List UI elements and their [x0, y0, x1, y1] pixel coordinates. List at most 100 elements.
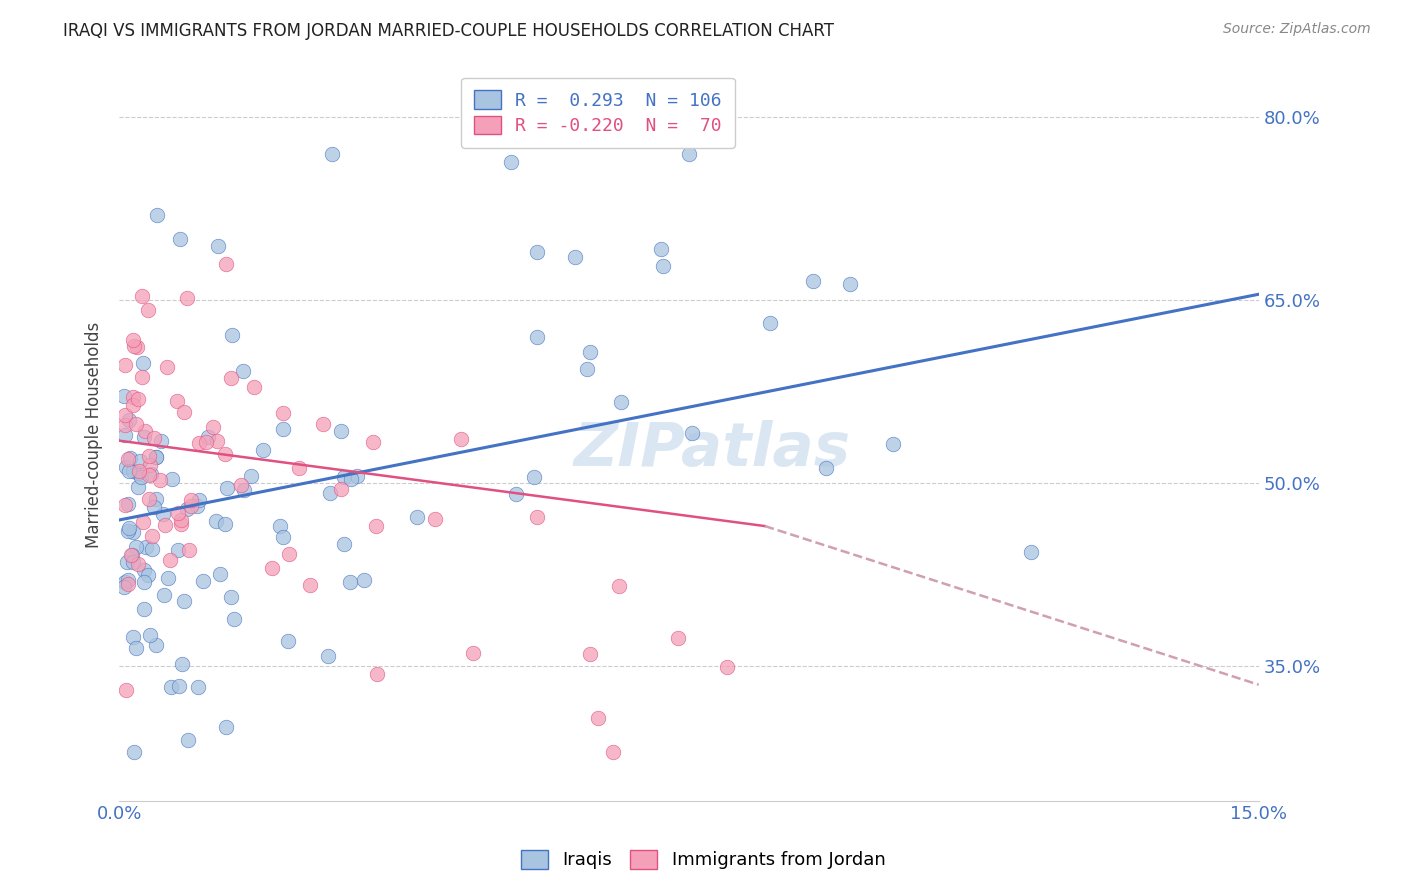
- Point: [242, 380, 264, 394]
- Point: [146, 208, 169, 222]
- Point: [115, 459, 138, 474]
- Point: [191, 574, 214, 588]
- Point: [232, 364, 254, 378]
- Point: [214, 720, 236, 734]
- Point: [207, 238, 229, 252]
- Point: [114, 498, 136, 512]
- Point: [139, 458, 162, 472]
- Point: [118, 413, 141, 427]
- Point: [214, 516, 236, 531]
- Point: [125, 641, 148, 656]
- Point: [128, 464, 150, 478]
- Point: [288, 460, 311, 475]
- Point: [139, 467, 162, 481]
- Point: [117, 452, 139, 467]
- Point: [124, 417, 146, 432]
- Point: [114, 418, 136, 433]
- Point: [176, 732, 198, 747]
- Point: [135, 540, 157, 554]
- Text: Source: ZipAtlas.com: Source: ZipAtlas.com: [1223, 22, 1371, 37]
- Point: [260, 561, 283, 575]
- Point: [143, 500, 166, 514]
- Point: [186, 499, 208, 513]
- Point: [339, 471, 361, 485]
- Point: [138, 449, 160, 463]
- Legend: R =  0.293  N = 106, R = -0.220  N =  70: R = 0.293 N = 106, R = -0.220 N = 70: [461, 78, 734, 148]
- Point: [463, 647, 485, 661]
- Point: [299, 578, 322, 592]
- Point: [122, 630, 145, 644]
- Point: [176, 291, 198, 305]
- Point: [145, 638, 167, 652]
- Point: [170, 513, 193, 527]
- Point: [222, 612, 245, 626]
- Point: [180, 500, 202, 514]
- Point: [153, 588, 176, 602]
- Point: [579, 647, 602, 661]
- Point: [129, 454, 152, 468]
- Point: [271, 406, 294, 420]
- Point: [214, 257, 236, 271]
- Point: [229, 477, 252, 491]
- Point: [145, 491, 167, 506]
- Point: [138, 492, 160, 507]
- Point: [576, 362, 599, 376]
- Point: [122, 555, 145, 569]
- Point: [112, 580, 135, 594]
- Point: [141, 542, 163, 557]
- Point: [160, 680, 183, 694]
- Legend: Iraqis, Immigrants from Jordan: Iraqis, Immigrants from Jordan: [512, 841, 894, 879]
- Point: [114, 428, 136, 442]
- Point: [271, 530, 294, 544]
- Point: [132, 430, 155, 444]
- Point: [187, 680, 209, 694]
- Point: [117, 576, 139, 591]
- Point: [138, 468, 160, 483]
- Point: [122, 399, 145, 413]
- Point: [205, 514, 228, 528]
- Point: [195, 435, 218, 450]
- Text: ZIPatlas: ZIPatlas: [574, 420, 851, 479]
- Point: [499, 155, 522, 169]
- Point: [159, 553, 181, 567]
- Point: [173, 594, 195, 608]
- Point: [143, 431, 166, 445]
- Point: [217, 481, 239, 495]
- Point: [129, 469, 152, 483]
- Point: [330, 482, 353, 496]
- Point: [316, 648, 339, 663]
- Point: [117, 524, 139, 539]
- Point: [209, 567, 232, 582]
- Point: [252, 443, 274, 458]
- Point: [221, 327, 243, 342]
- Point: [346, 468, 368, 483]
- Point: [652, 260, 675, 274]
- Point: [607, 579, 630, 593]
- Point: [115, 683, 138, 698]
- Point: [132, 356, 155, 370]
- Text: IRAQI VS IMMIGRANTS FROM JORDAN MARRIED-COUPLE HOUSEHOLDS CORRELATION CHART: IRAQI VS IMMIGRANTS FROM JORDAN MARRIED-…: [63, 22, 834, 40]
- Point: [115, 555, 138, 569]
- Point: [131, 289, 153, 303]
- Point: [155, 518, 177, 533]
- Point: [114, 574, 136, 589]
- Point: [406, 509, 429, 524]
- Point: [239, 469, 262, 483]
- Point: [526, 244, 548, 259]
- Point: [122, 525, 145, 540]
- Point: [353, 573, 375, 587]
- Point: [132, 515, 155, 529]
- Point: [579, 345, 602, 359]
- Point: [366, 667, 388, 681]
- Point: [333, 537, 356, 551]
- Point: [167, 679, 190, 693]
- Point: [333, 469, 356, 483]
- Point: [179, 542, 201, 557]
- Point: [564, 250, 586, 264]
- Point: [145, 450, 167, 465]
- Point: [131, 369, 153, 384]
- Point: [681, 425, 703, 440]
- Point: [122, 339, 145, 353]
- Point: [716, 660, 738, 674]
- Point: [136, 568, 159, 582]
